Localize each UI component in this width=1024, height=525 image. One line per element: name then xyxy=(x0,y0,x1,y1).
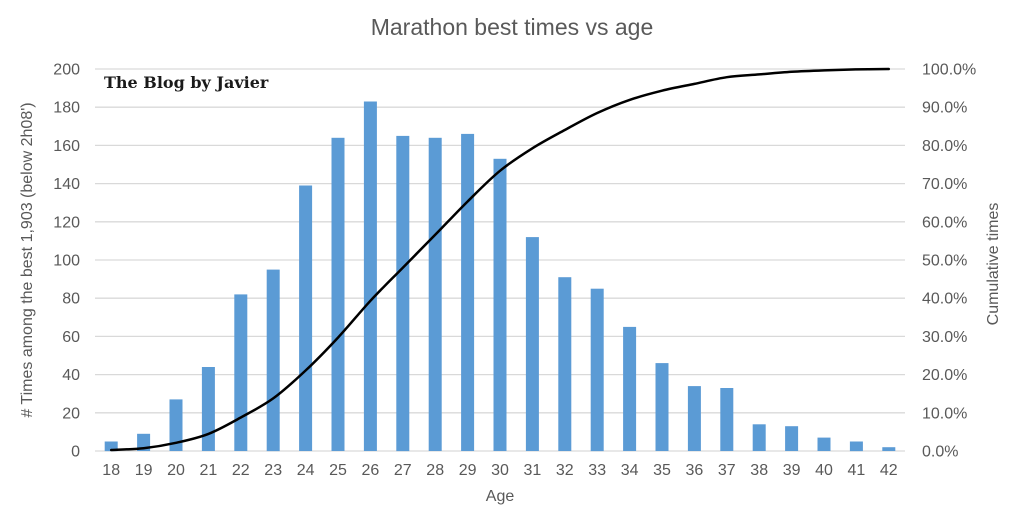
y-left-tick-label: 80 xyxy=(62,291,80,308)
y-right-tick-label: 100.0% xyxy=(922,62,976,79)
y-right-tick-label: 70.0% xyxy=(922,176,967,193)
x-tick-label: 28 xyxy=(426,462,444,479)
y-right-tick-label: 20.0% xyxy=(922,367,967,384)
x-tick-label: 38 xyxy=(750,462,768,479)
y-left-tick-label: 100 xyxy=(53,253,80,270)
x-tick-label: 26 xyxy=(362,462,380,479)
y-right-tick-label: 90.0% xyxy=(922,100,967,117)
bar-age-40 xyxy=(817,437,831,451)
y-right-tick-label: 80.0% xyxy=(922,138,967,155)
bar-age-34 xyxy=(623,326,637,451)
bar-age-35 xyxy=(655,363,669,451)
y-left-tick-label: 60 xyxy=(62,329,80,346)
x-tick-label: 27 xyxy=(394,462,412,479)
bar-age-28 xyxy=(428,137,442,452)
bar-age-41 xyxy=(849,441,863,452)
bar-age-29 xyxy=(461,133,475,451)
y-right-tick-label: 30.0% xyxy=(922,329,967,346)
y-left-tick-label: 40 xyxy=(62,367,80,384)
x-tick-label: 37 xyxy=(718,462,736,479)
x-tick-label: 21 xyxy=(200,462,218,479)
chart-title: Marathon best times vs age xyxy=(370,14,654,40)
x-tick-label: 33 xyxy=(588,462,606,479)
x-tick-label: 22 xyxy=(232,462,250,479)
bar-age-18 xyxy=(104,441,118,452)
x-tick-label: 29 xyxy=(459,462,477,479)
x-tick-label: 20 xyxy=(167,462,185,479)
x-tick-label: 35 xyxy=(653,462,671,479)
x-tick-label: 30 xyxy=(491,462,509,479)
y-right-tick-label: 50.0% xyxy=(922,253,967,270)
bar-age-27 xyxy=(396,135,410,452)
y-left-tick-label: 200 xyxy=(53,62,80,79)
bar-age-37 xyxy=(720,388,734,451)
x-tick-label: 24 xyxy=(297,462,315,479)
y-left-tick-label: 0 xyxy=(71,444,80,461)
y-right-tick-label: 40.0% xyxy=(922,291,967,308)
x-tick-label: 25 xyxy=(329,462,347,479)
x-tick-label: 32 xyxy=(556,462,574,479)
bar-age-31 xyxy=(525,237,539,451)
x-tick-label: 34 xyxy=(621,462,639,479)
x-tick-label: 42 xyxy=(880,462,898,479)
y-left-tick-label: 20 xyxy=(62,405,80,422)
y-left-tick-label: 120 xyxy=(53,214,80,231)
bar-age-33 xyxy=(590,288,604,452)
y-right-tick-label: 10.0% xyxy=(922,405,967,422)
bar-age-22 xyxy=(234,294,248,451)
y-right-tick-label: 60.0% xyxy=(922,214,967,231)
x-tick-label: 41 xyxy=(848,462,866,479)
bar-age-36 xyxy=(687,386,701,451)
bar-age-38 xyxy=(752,424,766,451)
x-tick-label: 19 xyxy=(135,462,153,479)
bar-age-25 xyxy=(331,137,345,452)
bar-age-30 xyxy=(493,158,507,452)
y-left-tick-label: 160 xyxy=(53,138,80,155)
x-tick-label: 18 xyxy=(102,462,120,479)
bar-age-32 xyxy=(558,277,572,451)
cumulative-line xyxy=(109,67,891,452)
bar-age-42 xyxy=(882,447,896,451)
y-left-tick-label: 140 xyxy=(53,176,80,193)
x-tick-label: 36 xyxy=(686,462,704,479)
bar-age-26 xyxy=(363,101,377,451)
x-tick-label: 39 xyxy=(783,462,801,479)
y-left-tick-label: 180 xyxy=(53,100,80,117)
watermark-text: The Blog by Javier xyxy=(104,73,269,92)
x-tick-label: 23 xyxy=(264,462,282,479)
bar-age-24 xyxy=(299,185,313,451)
bar-age-23 xyxy=(266,269,280,452)
x-tick-label: 31 xyxy=(524,462,542,479)
x-tick-label: 40 xyxy=(815,462,833,479)
x-axis-title: Age xyxy=(485,488,515,505)
bar-age-39 xyxy=(785,426,799,451)
bar-age-21 xyxy=(201,367,215,451)
y-right-tick-label: 0.0% xyxy=(922,444,958,461)
bar-age-20 xyxy=(169,399,183,451)
